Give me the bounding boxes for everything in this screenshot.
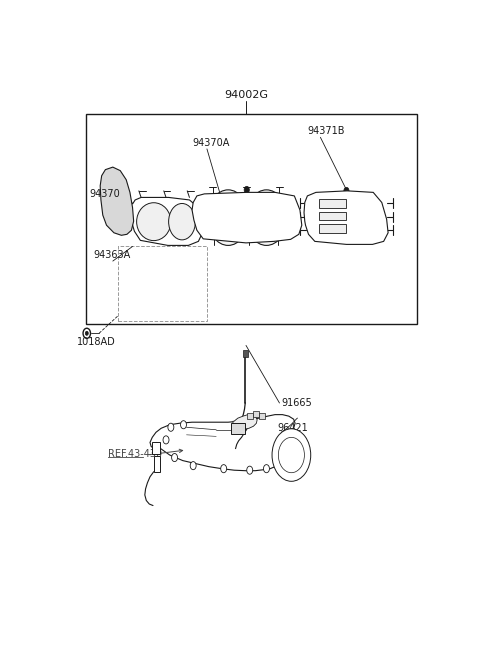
Ellipse shape [137, 203, 171, 241]
Polygon shape [150, 415, 300, 471]
FancyBboxPatch shape [259, 413, 265, 419]
Text: REF.43-430: REF.43-430 [108, 449, 163, 459]
Circle shape [264, 464, 269, 473]
Circle shape [264, 215, 269, 220]
Polygon shape [233, 415, 257, 429]
Text: 96421: 96421 [277, 423, 308, 433]
FancyBboxPatch shape [231, 423, 244, 434]
FancyBboxPatch shape [319, 212, 347, 220]
Circle shape [344, 188, 349, 194]
Circle shape [272, 429, 311, 482]
Polygon shape [152, 442, 160, 453]
Polygon shape [100, 167, 133, 236]
Circle shape [221, 464, 227, 473]
Polygon shape [192, 192, 302, 243]
Text: 94370: 94370 [90, 190, 120, 199]
Circle shape [246, 190, 287, 245]
Circle shape [208, 190, 249, 245]
Circle shape [180, 420, 186, 429]
FancyBboxPatch shape [319, 199, 347, 207]
Polygon shape [304, 191, 388, 245]
Circle shape [163, 436, 169, 444]
Text: 94363A: 94363A [94, 250, 131, 260]
FancyBboxPatch shape [248, 413, 253, 419]
Circle shape [168, 423, 174, 431]
FancyBboxPatch shape [253, 411, 259, 417]
FancyBboxPatch shape [319, 224, 347, 233]
Circle shape [85, 331, 88, 335]
Circle shape [190, 462, 196, 470]
Text: 94370A: 94370A [192, 138, 229, 148]
Circle shape [172, 453, 178, 462]
Bar [243, 350, 248, 357]
Polygon shape [129, 197, 203, 245]
Text: 94002G: 94002G [224, 90, 268, 100]
Text: 91665: 91665 [281, 398, 312, 408]
Circle shape [226, 215, 230, 220]
Circle shape [247, 466, 252, 474]
Text: 1018AD: 1018AD [77, 337, 116, 347]
Text: 94371B: 94371B [307, 127, 345, 136]
Ellipse shape [168, 203, 195, 240]
Polygon shape [154, 455, 160, 472]
Circle shape [244, 186, 249, 194]
